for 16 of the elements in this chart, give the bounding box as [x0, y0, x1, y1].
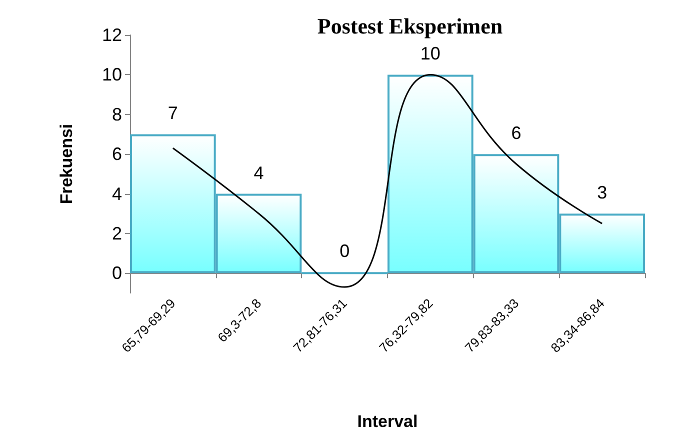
- y-tick-label: 8: [112, 104, 122, 124]
- data-label: 6: [511, 123, 522, 144]
- data-label: 10: [420, 44, 440, 64]
- data-label: 7: [168, 103, 178, 124]
- x-axis-title: Interval: [357, 412, 418, 431]
- data-label: 3: [597, 182, 608, 203]
- y-tick-label: 10: [102, 64, 122, 85]
- y-axis-title: Frekuensi: [57, 124, 76, 204]
- y-tick-label: 4: [112, 184, 122, 204]
- y-tick-label: 6: [112, 144, 122, 164]
- data-label: 0: [340, 241, 350, 262]
- data-label: 4: [254, 162, 264, 183]
- y-tick-label: 2: [112, 223, 122, 244]
- y-tick-label: 12: [102, 25, 122, 45]
- chart-title: Postest Eksperimen: [317, 14, 503, 38]
- y-tick-label: 0: [112, 263, 122, 284]
